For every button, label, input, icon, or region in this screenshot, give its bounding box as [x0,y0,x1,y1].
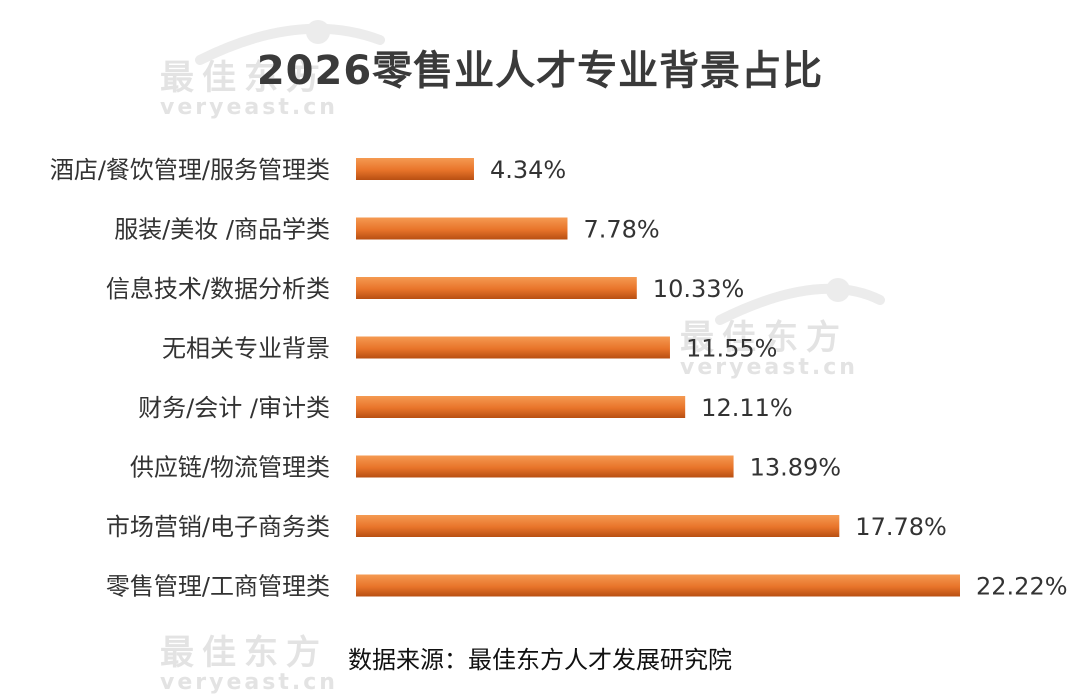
watermark-en: veryeast.cn [680,355,858,380]
watermark-en: veryeast.cn [160,95,338,120]
bar [356,396,686,418]
source-note: 数据来源：最佳东方人才发展研究院 [348,646,732,674]
watermark: 最佳东方 veryeast.cn [680,310,858,380]
category-label: 市场营销/电子商务类 [106,513,330,541]
watermark-cn: 最佳东方 [160,58,328,98]
value-label: 10.33% [653,275,745,303]
bar [356,158,474,180]
category-label: 供应链/物流管理类 [130,454,330,482]
watermark: 最佳东方 veryeast.cn [160,50,338,120]
value-label: 12.11% [701,394,793,422]
value-label: 22.22% [976,573,1068,601]
watermark: 最佳东方 veryeast.cn [160,625,338,695]
watermark-cn: 最佳东方 [160,633,328,673]
bar [356,574,960,597]
watermark-cn: 最佳东方 [680,318,848,358]
category-label: 财务/会计 /审计类 [138,394,330,422]
category-label: 信息技术/数据分析类 [106,275,330,303]
watermark-en: veryeast.cn [160,670,338,695]
category-label: 酒店/餐饮管理/服务管理类 [50,156,330,184]
bar [356,455,734,478]
value-label: 4.34% [490,156,566,184]
category-label: 无相关专业背景 [162,335,330,363]
bar [356,217,568,240]
bar [356,277,637,299]
bar [356,515,840,537]
value-label: 7.78% [583,216,659,244]
category-label: 服装/美妆 /商品学类 [114,216,330,244]
value-label: 13.89% [750,454,842,482]
value-label: 11.55% [686,335,778,363]
value-label: 17.78% [855,513,947,541]
category-label: 零售管理/工商管理类 [106,573,330,601]
bar [356,336,670,359]
chart-title: 2026零售业人才专业背景占比 [256,48,824,94]
